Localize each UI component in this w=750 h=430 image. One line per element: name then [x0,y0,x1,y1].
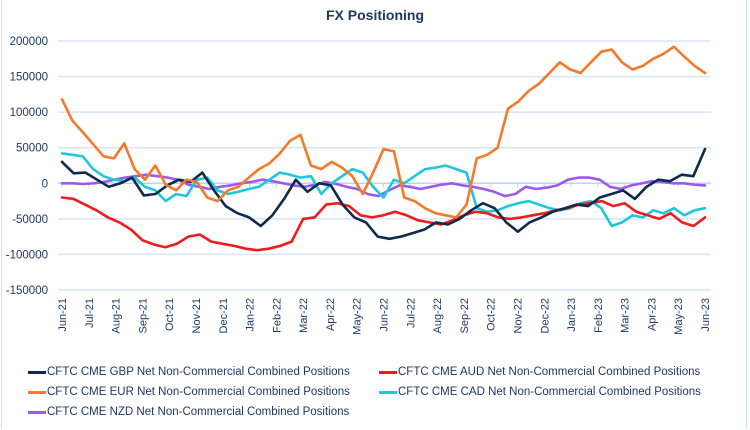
x-tick-label: Jun-23 [700,298,712,332]
x-tick-label: Sep-22 [459,298,471,333]
legend-label-aud: CFTC CME AUD Net Non-Commercial Combined… [398,366,701,378]
legend-label-eur: CFTC CME EUR Net Non-Commercial Combined… [47,386,350,398]
legend-label-cad: CFTC CME CAD Net Non-Commercial Combined… [398,386,701,398]
x-tick-label: Aug-21 [111,298,123,333]
x-tick-label: Apr-22 [325,298,337,331]
x-tick-label: Dec-21 [218,298,230,333]
x-tick-label: Mar-23 [620,298,632,333]
chart-title: FX Positioning [326,7,424,23]
legend-swatch-eur [28,390,46,394]
x-tick-label: Feb-23 [593,298,605,333]
x-tick-label: Jul-21 [84,298,96,328]
x-tick-label: Apr-23 [646,298,658,331]
x-tick-label: Jan-22 [245,298,257,332]
legend-swatch-gbp [28,370,46,374]
legend-swatch-cad [379,390,397,394]
y-tick-label: -100000 [6,249,48,261]
y-tick-label: -50000 [12,214,48,226]
legend-label-nzd: CFTC CME NZD Net Non-Commercial Combined… [47,406,350,418]
x-tick-label: Aug-22 [432,298,444,333]
x-tick-label: May-22 [352,298,364,335]
x-tick-label: Oct-22 [486,298,498,331]
x-tick-label: Jun-21 [57,298,69,332]
series-lines [60,45,707,252]
y-tick-label: 50000 [16,143,48,155]
y-tick-label: 200000 [10,36,48,48]
series-line-nzd [60,173,707,198]
legend-item-nzd: CFTC CME NZD Net Non-Commercial Combined… [28,406,349,418]
legend-swatch-nzd [28,410,46,414]
gridlines [58,40,711,291]
x-tick-label: Nov-22 [512,298,524,333]
y-tick-label: 0 [42,178,48,190]
x-axis-ticks: Jun-21 Jul-21 Aug-21 Sep-21 Oct-21 Nov-21 Dec-… [57,183,712,335]
x-tick-label: Jan-23 [566,298,578,332]
y-tick-label: 150000 [10,72,48,84]
x-tick-label: Jul-22 [405,298,417,328]
x-tick-label: Mar-22 [298,298,310,333]
series-line-eur [60,45,707,219]
legend-item-cad: CFTC CME CAD Net Non-Commercial Combined… [379,386,701,398]
y-tick-label: 100000 [10,107,48,119]
x-tick-label: May-23 [673,298,685,335]
x-tick-label: Nov-21 [191,298,203,333]
x-tick-label: Dec-22 [539,298,551,333]
legend-label-gbp: CFTC CME GBP Net Non-Commercial Combined… [47,366,350,378]
x-tick-label: Jun-22 [379,298,391,332]
series-line-gbp [60,147,707,241]
x-tick-label: Feb-22 [271,298,283,333]
chart-svg: 200000 150000 100000 50000 0 -50000 -100000 -15… [6,36,712,335]
x-tick-label: Oct-21 [164,298,176,331]
y-axis-ticks: 200000 150000 100000 50000 0 -50000 -100000 -15… [6,36,48,297]
legend-item-aud: CFTC CME AUD Net Non-Commercial Combined… [379,366,700,378]
x-tick-label: Sep-21 [137,298,149,333]
legend-item-gbp: CFTC CME GBP Net Non-Commercial Combined… [28,366,350,378]
series-line-cad [60,152,707,228]
series-line-aud [60,196,707,252]
legend-item-eur: CFTC CME EUR Net Non-Commercial Combined… [28,386,350,398]
y-tick-label: -150000 [6,285,48,297]
legend-swatch-aud [379,370,397,374]
